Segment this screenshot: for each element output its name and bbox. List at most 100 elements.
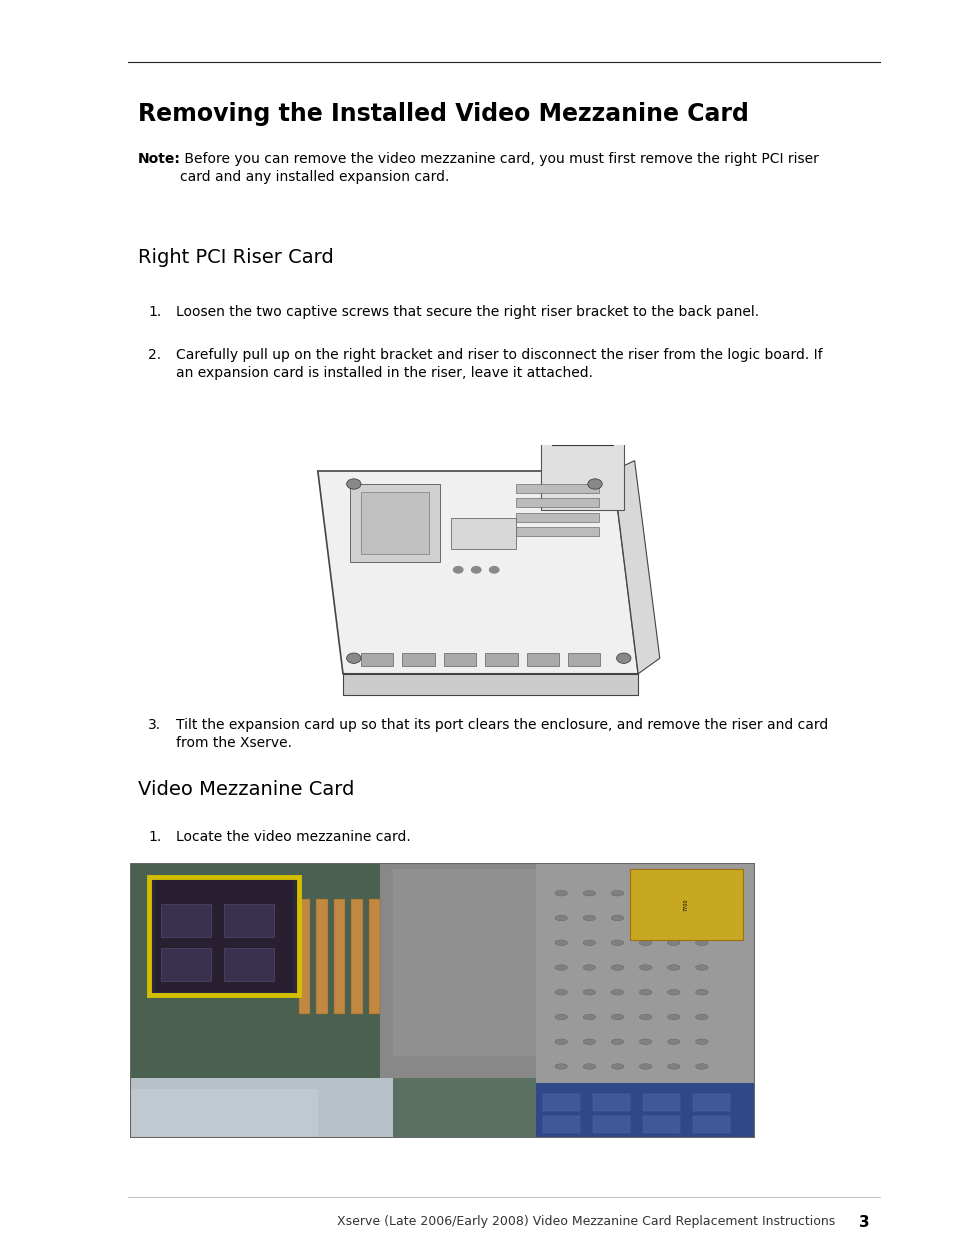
Circle shape (616, 653, 630, 663)
Bar (350, 484, 439, 562)
Bar (536, 863, 754, 1137)
Bar (130, 863, 392, 1137)
Circle shape (555, 989, 567, 995)
Text: Loosen the two captive screws that secure the right riser bracket to the back pa: Loosen the two captive screws that secur… (175, 305, 759, 319)
Polygon shape (317, 471, 638, 674)
Circle shape (555, 1039, 567, 1045)
Circle shape (695, 1113, 707, 1119)
Circle shape (695, 940, 707, 946)
Circle shape (695, 890, 707, 897)
Bar (629, 868, 741, 940)
Bar (536, 1083, 754, 1137)
Circle shape (667, 915, 679, 921)
Bar (402, 653, 435, 666)
Circle shape (582, 1014, 595, 1020)
Circle shape (582, 890, 595, 897)
Bar (161, 904, 211, 937)
Circle shape (667, 989, 679, 995)
Text: 1.: 1. (148, 305, 161, 319)
Circle shape (582, 1113, 595, 1119)
Bar (315, 899, 327, 1014)
Circle shape (611, 965, 623, 971)
Circle shape (639, 1014, 651, 1020)
Bar (516, 498, 598, 508)
Text: Xserve (Late 2006/Early 2008) Video Mezzanine Card Replacement Instructions: Xserve (Late 2006/Early 2008) Video Mezz… (336, 1215, 834, 1228)
Circle shape (611, 1014, 623, 1020)
Circle shape (695, 989, 707, 995)
Polygon shape (343, 674, 638, 694)
Circle shape (611, 989, 623, 995)
Circle shape (667, 940, 679, 946)
Bar (351, 899, 362, 1014)
Bar (562, 424, 566, 445)
Circle shape (582, 1088, 595, 1094)
Circle shape (611, 1039, 623, 1045)
Circle shape (555, 890, 567, 897)
Bar (542, 1116, 579, 1132)
Bar (298, 899, 310, 1014)
Bar (149, 877, 298, 995)
Circle shape (639, 1039, 651, 1045)
Circle shape (582, 1063, 595, 1070)
Bar (224, 904, 274, 937)
Bar (161, 948, 211, 982)
Bar (555, 424, 559, 445)
Bar (542, 1094, 579, 1110)
Bar (130, 1088, 317, 1137)
Bar (526, 653, 558, 666)
Bar (516, 513, 598, 521)
Circle shape (555, 1014, 567, 1020)
Circle shape (639, 940, 651, 946)
Circle shape (639, 890, 651, 897)
Text: Before you can remove the video mezzanine card, you must first remove the right : Before you can remove the video mezzanin… (180, 152, 818, 184)
Polygon shape (540, 432, 623, 510)
Bar (485, 653, 517, 666)
Text: 3.: 3. (148, 718, 161, 732)
Polygon shape (551, 406, 613, 445)
Circle shape (667, 1113, 679, 1119)
Circle shape (453, 566, 463, 574)
Text: Video Mezzanine Card: Video Mezzanine Card (138, 781, 354, 799)
Circle shape (582, 915, 595, 921)
Circle shape (555, 965, 567, 971)
Text: 2.: 2. (148, 348, 161, 362)
Bar (577, 424, 580, 445)
Bar (334, 899, 345, 1014)
Circle shape (582, 940, 595, 946)
Circle shape (639, 915, 651, 921)
Circle shape (695, 1039, 707, 1045)
Circle shape (488, 566, 499, 574)
Circle shape (555, 1113, 567, 1119)
Circle shape (582, 965, 595, 971)
Bar (224, 948, 274, 982)
Text: Tilt the expansion card up so that its port clears the enclosure, and remove the: Tilt the expansion card up so that its p… (175, 718, 827, 751)
Text: Note:: Note: (138, 152, 181, 165)
Bar (154, 879, 293, 992)
Circle shape (611, 1088, 623, 1094)
Bar (130, 1077, 392, 1137)
Circle shape (587, 479, 601, 489)
Bar (641, 1094, 679, 1110)
Circle shape (611, 940, 623, 946)
Circle shape (639, 1063, 651, 1070)
Circle shape (582, 1039, 595, 1045)
Bar (569, 424, 574, 445)
Bar (516, 527, 598, 536)
Circle shape (346, 653, 360, 663)
Circle shape (667, 965, 679, 971)
Circle shape (346, 479, 360, 489)
Circle shape (667, 1063, 679, 1070)
Circle shape (639, 1113, 651, 1119)
Circle shape (695, 1088, 707, 1094)
Circle shape (695, 915, 707, 921)
Circle shape (555, 915, 567, 921)
Bar (692, 1094, 729, 1110)
Text: Carefully pull up on the right bracket and riser to disconnect the riser from th: Carefully pull up on the right bracket a… (175, 348, 821, 380)
Bar (443, 653, 476, 666)
Circle shape (667, 1014, 679, 1020)
Circle shape (555, 940, 567, 946)
Bar (598, 424, 602, 445)
Bar (516, 484, 598, 493)
Circle shape (667, 1039, 679, 1045)
Bar (641, 1116, 679, 1132)
